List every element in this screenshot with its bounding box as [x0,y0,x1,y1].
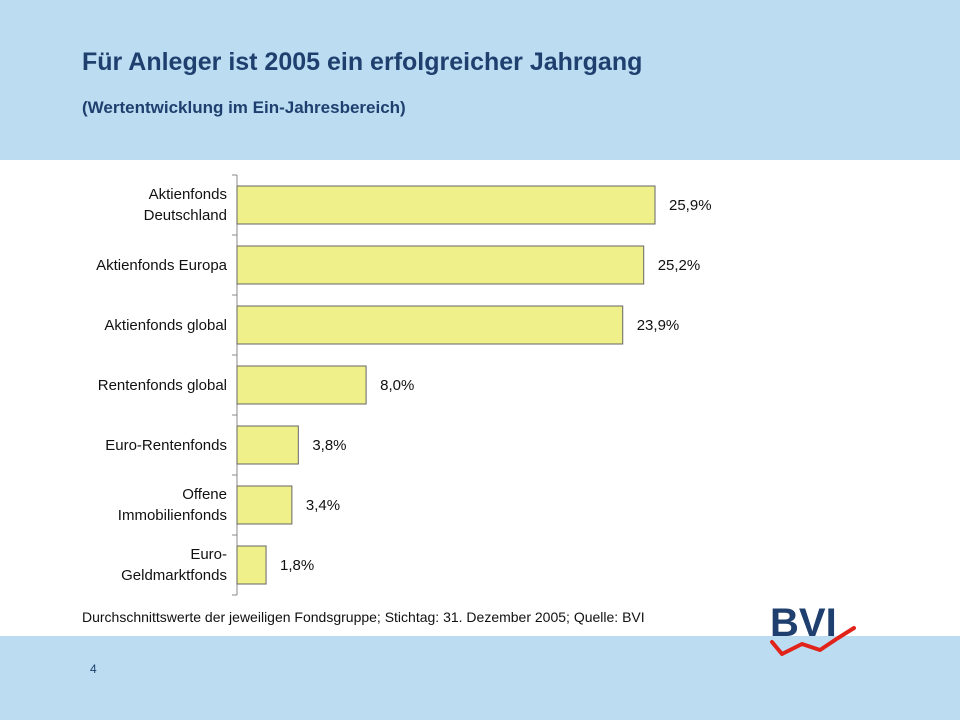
bar [236,485,293,525]
bar-value-label: 3,8% [312,437,346,454]
category-label: Deutschland [144,207,227,224]
page-title: Für Anleger ist 2005 ein erfolgreicher J… [82,48,643,76]
page-number: 4 [90,662,97,676]
bar [236,185,656,225]
page-subtitle: (Wertentwicklung im Ein-Jahresbereich) [82,98,406,117]
category-label: Offene [182,486,227,503]
bvi-logo-swoosh [770,626,856,656]
bar-value-label: 3,4% [306,497,340,514]
bar [236,365,367,405]
bvi-logo: BVI [770,601,856,656]
category-label: Aktienfonds [149,186,227,203]
category-label: Euro-Rentenfonds [105,437,227,454]
bar [236,305,624,345]
bar-value-label: 23,9% [637,317,680,334]
bar-value-label: 25,2% [658,257,701,274]
bar-value-label: 25,9% [669,197,712,214]
footer-band [0,636,960,720]
category-label: Aktienfonds global [104,317,227,334]
footnote: Durchschnittswerte der jeweiligen Fondsg… [82,609,645,625]
bar-value-label: 1,8% [280,557,314,574]
category-label: Aktienfonds Europa [96,257,228,274]
header-band [0,0,960,160]
category-label: Rentenfonds global [98,377,227,394]
category-label: Euro- [190,546,227,563]
bar [236,545,267,585]
bvi-logo-text: BVI [770,601,837,645]
bar [236,245,645,285]
bar [236,425,299,465]
bar-value-label: 8,0% [380,377,414,394]
bar-chart: 25,9% Aktienfonds Deutschland 25,2% Aktienfo… [96,174,712,596]
category-label: Geldmarktfonds [121,567,227,584]
category-label: Immobilienfonds [118,507,227,524]
